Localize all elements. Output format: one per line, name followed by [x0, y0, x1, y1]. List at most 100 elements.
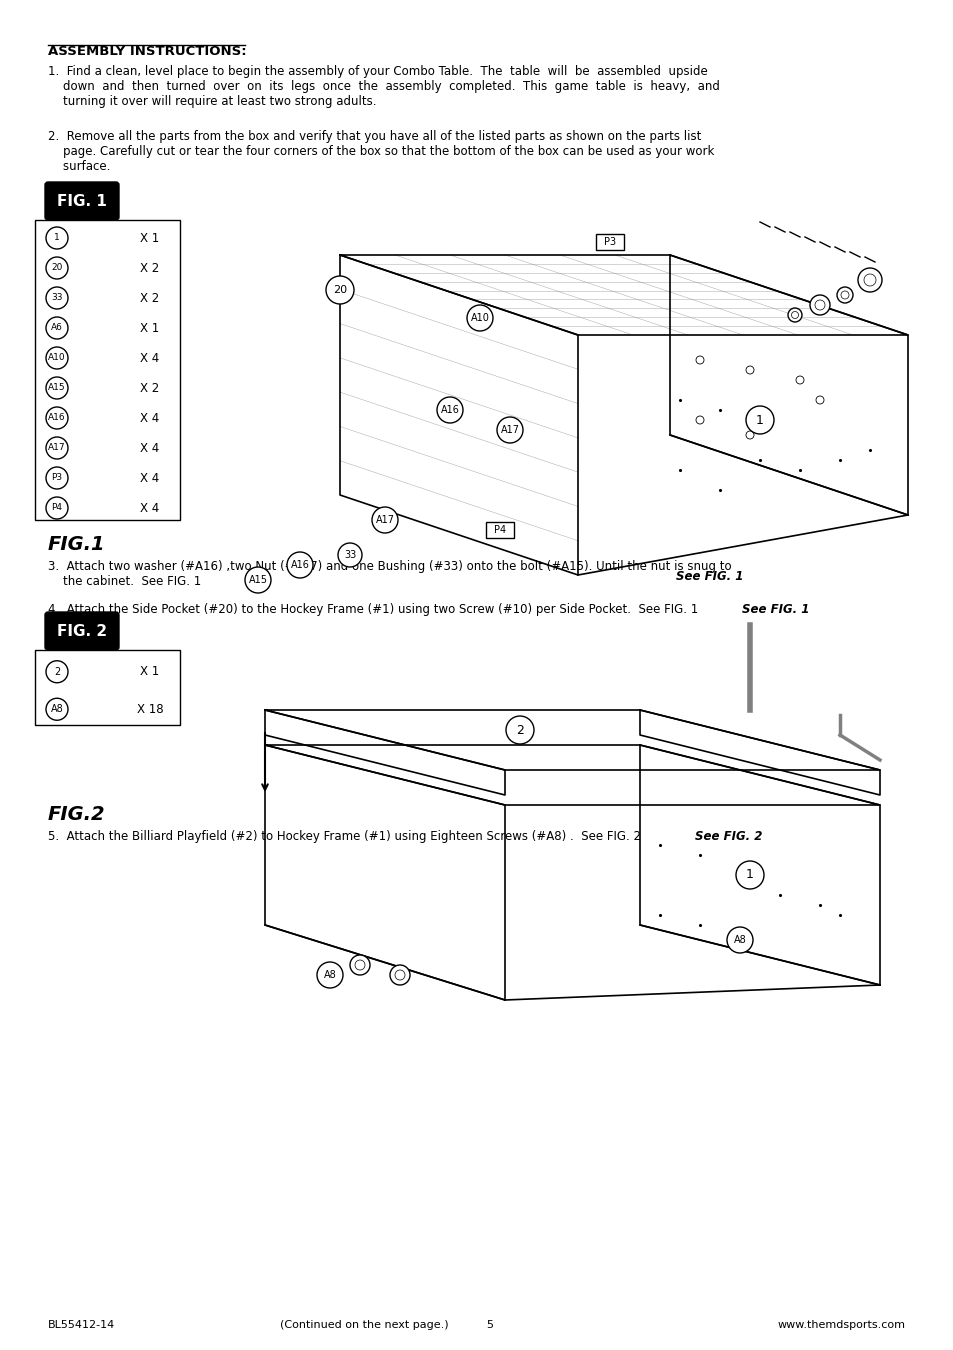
Bar — [35, 220, 180, 520]
Text: A15: A15 — [49, 383, 66, 393]
Circle shape — [316, 963, 343, 988]
Circle shape — [390, 965, 410, 986]
Circle shape — [497, 417, 522, 443]
Text: 2.  Remove all the parts from the box and verify that you have all of the listed: 2. Remove all the parts from the box and… — [48, 130, 714, 173]
FancyBboxPatch shape — [485, 522, 514, 539]
Circle shape — [467, 305, 493, 331]
Text: See FIG. 1: See FIG. 1 — [676, 570, 742, 583]
Text: X 2: X 2 — [140, 262, 159, 274]
Text: 2: 2 — [53, 667, 60, 676]
Text: 1: 1 — [54, 234, 60, 243]
Circle shape — [809, 296, 829, 315]
Circle shape — [46, 660, 68, 683]
Circle shape — [787, 308, 801, 323]
Text: A15: A15 — [248, 575, 267, 585]
Circle shape — [841, 292, 848, 298]
Circle shape — [46, 406, 68, 429]
Text: X 1: X 1 — [140, 666, 159, 678]
Text: X 1: X 1 — [140, 321, 159, 335]
Circle shape — [46, 256, 68, 279]
Circle shape — [372, 508, 397, 533]
Bar — [35, 649, 180, 725]
Text: P3: P3 — [603, 238, 616, 247]
Text: A17: A17 — [49, 444, 66, 452]
Text: A17: A17 — [500, 425, 519, 435]
Circle shape — [815, 396, 823, 404]
Circle shape — [696, 356, 703, 365]
Circle shape — [337, 543, 361, 567]
Text: BL55412-14: BL55412-14 — [48, 1320, 115, 1330]
Circle shape — [735, 861, 763, 890]
Circle shape — [287, 552, 313, 578]
Text: A8: A8 — [323, 971, 336, 980]
Text: 33: 33 — [51, 293, 63, 302]
Text: See FIG. 2: See FIG. 2 — [695, 830, 761, 842]
Circle shape — [46, 377, 68, 400]
Text: (Continued on the next page.): (Continued on the next page.) — [280, 1320, 448, 1330]
Text: A10: A10 — [49, 354, 66, 363]
Text: X 4: X 4 — [140, 471, 159, 485]
Text: FIG.2: FIG.2 — [48, 805, 106, 823]
Circle shape — [350, 954, 370, 975]
Text: A16: A16 — [440, 405, 459, 414]
Circle shape — [863, 274, 875, 286]
Text: ASSEMBLY INSTRUCTIONS:: ASSEMBLY INSTRUCTIONS: — [48, 45, 247, 58]
Circle shape — [791, 312, 798, 319]
Circle shape — [436, 397, 462, 423]
Text: P3: P3 — [51, 474, 63, 482]
Circle shape — [355, 960, 365, 971]
Text: X 1: X 1 — [140, 231, 159, 244]
Text: X 18: X 18 — [136, 703, 163, 716]
FancyBboxPatch shape — [596, 234, 623, 250]
Text: X 4: X 4 — [140, 441, 159, 455]
Text: X 2: X 2 — [140, 292, 159, 305]
Text: A8: A8 — [733, 936, 745, 945]
Text: FIG.1: FIG.1 — [48, 535, 106, 554]
Circle shape — [505, 716, 534, 744]
Text: 1: 1 — [745, 868, 753, 882]
Circle shape — [46, 347, 68, 369]
Circle shape — [46, 437, 68, 459]
Circle shape — [46, 467, 68, 489]
Text: FIG. 1: FIG. 1 — [57, 193, 107, 208]
Text: 20: 20 — [333, 285, 347, 296]
Circle shape — [814, 300, 824, 310]
Circle shape — [46, 227, 68, 248]
Text: X 4: X 4 — [140, 501, 159, 514]
Text: A10: A10 — [470, 313, 489, 323]
Circle shape — [46, 317, 68, 339]
Circle shape — [857, 269, 882, 292]
Text: 1.  Find a clean, level place to begin the assembly of your Combo Table.  The  t: 1. Find a clean, level place to begin th… — [48, 65, 720, 108]
Text: P4: P4 — [51, 504, 63, 513]
Circle shape — [726, 927, 752, 953]
Text: A8: A8 — [51, 705, 63, 714]
Text: X 4: X 4 — [140, 412, 159, 424]
FancyBboxPatch shape — [45, 612, 119, 649]
Text: P4: P4 — [494, 525, 505, 535]
Text: www.themdsports.com: www.themdsports.com — [778, 1320, 905, 1330]
Text: A16: A16 — [291, 560, 309, 570]
Circle shape — [395, 971, 405, 980]
Text: See FIG. 1: See FIG. 1 — [741, 603, 808, 616]
Text: X 4: X 4 — [140, 351, 159, 364]
Text: FIG. 2: FIG. 2 — [57, 624, 107, 639]
Text: 20: 20 — [51, 263, 63, 273]
Circle shape — [836, 288, 852, 302]
Text: 5: 5 — [486, 1320, 493, 1330]
Circle shape — [745, 366, 753, 374]
Text: 5.  Attach the Billiard Playfield (#2) to Hockey Frame (#1) using Eighteen Screw: 5. Attach the Billiard Playfield (#2) to… — [48, 830, 640, 842]
Text: A16: A16 — [49, 413, 66, 423]
Circle shape — [326, 275, 354, 304]
Circle shape — [696, 416, 703, 424]
FancyBboxPatch shape — [45, 182, 119, 220]
Text: 4.  Attach the Side Pocket (#20) to the Hockey Frame (#1) using two Screw (#10) : 4. Attach the Side Pocket (#20) to the H… — [48, 603, 698, 616]
Circle shape — [745, 431, 753, 439]
Text: A17: A17 — [375, 514, 395, 525]
Circle shape — [245, 567, 271, 593]
Text: A6: A6 — [51, 324, 63, 332]
Text: 3.  Attach two washer (#A16) ,two Nut (#A17) and one Bushing (#33) onto the bolt: 3. Attach two washer (#A16) ,two Nut (#A… — [48, 560, 731, 589]
Text: X 2: X 2 — [140, 382, 159, 394]
Circle shape — [745, 406, 773, 433]
Circle shape — [46, 497, 68, 518]
Circle shape — [46, 288, 68, 309]
